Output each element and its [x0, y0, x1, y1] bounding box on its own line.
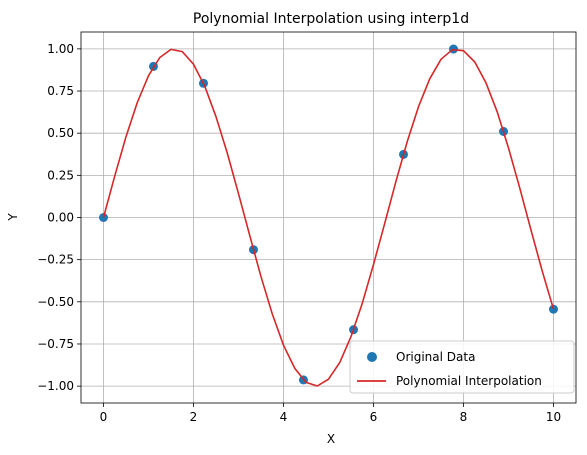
legend-scatter-marker — [367, 352, 377, 362]
legend-label-original-data: Original Data — [396, 350, 475, 364]
grid — [81, 32, 576, 403]
legend-label-polynomial-interpolation: Polynomial Interpolation — [396, 374, 542, 388]
y-tick-label: 0.25 — [47, 168, 74, 182]
y-tick-label: −1.00 — [37, 379, 74, 393]
y-tick-label: 0.75 — [47, 84, 74, 98]
x-tick-label: 4 — [280, 410, 288, 424]
x-tick-label: 2 — [190, 410, 198, 424]
chart-title: Polynomial Interpolation using interp1d — [193, 11, 469, 27]
plot-series — [99, 44, 558, 387]
x-tick-label: 8 — [460, 410, 468, 424]
y-tick-label: 0.50 — [47, 126, 74, 140]
data-point — [549, 304, 558, 314]
x-axis-label: X — [327, 432, 335, 446]
x-tick-label: 0 — [100, 410, 108, 424]
y-tick-label: 1.00 — [47, 42, 74, 56]
y-tick-label: 0.00 — [47, 211, 74, 225]
x-tick-label: 6 — [370, 410, 378, 424]
y-tick-label: −0.50 — [37, 295, 74, 309]
x-tick-label: 10 — [546, 410, 561, 424]
y-tick-label: −0.25 — [37, 253, 74, 267]
legend-frame — [349, 340, 575, 394]
axis-ticks: 0 2 4 6 8 10 −1.00 −0.75 −0.50 −0.25 0.00 0.25 0.50 0… — [37, 42, 561, 424]
interpolation-line — [102, 48, 555, 387]
legend: Original Data Polynomial Interpolation — [349, 340, 575, 394]
y-axis-label: Y — [6, 213, 20, 222]
y-tick-label: −0.75 — [37, 337, 74, 351]
